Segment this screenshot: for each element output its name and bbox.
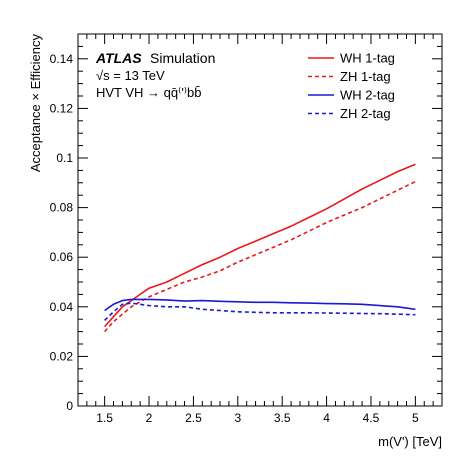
energy-label: √s = 13 TeV: [96, 68, 165, 83]
legend-label: ZH 1-tag: [340, 69, 391, 84]
legend-label: WH 1-tag: [340, 51, 395, 66]
x-axis-label: m(V') [TeV]: [378, 434, 442, 449]
x-tick-label: 1.5: [96, 411, 113, 425]
y-tick-label: 0.02: [50, 349, 74, 363]
legend-label: WH 2-tag: [340, 88, 395, 103]
y-tick-label: 0.06: [50, 250, 74, 264]
x-tick-label: 3.5: [274, 411, 291, 425]
y-tick-label: 0.08: [50, 201, 74, 215]
x-tick-label: 4.5: [363, 411, 380, 425]
y-axis-label: Acceptance × Efficiency: [28, 34, 43, 173]
legend: WH 1-tag ZH 1-tag WH 2-tag ZH 2-tag: [308, 51, 395, 121]
x-tick-label: 5: [412, 411, 419, 425]
simulation-label: Simulation: [150, 50, 215, 66]
y-tick-label: 0.12: [50, 101, 74, 115]
series-line-wh-2-tag: [104, 298, 416, 312]
series-line-wh-1-tag: [104, 163, 416, 328]
y-tick-label: 0.04: [50, 300, 74, 314]
y-axis-ticks: 0 0.02 0.04 0.06 0.08 0.1 0.12 0.14: [50, 33, 442, 413]
plot-lines: [104, 163, 416, 333]
series-line-zh-1-tag: [104, 180, 416, 333]
y-tick-label: 0.1: [56, 151, 73, 165]
atlas-label: ATLAS: [95, 50, 142, 66]
process-label: HVT VH → qq̄⁽'⁾bb̄: [96, 85, 201, 100]
x-axis-ticks: 1.5 2 2.5 3 3.5 4 4.5 5: [77, 34, 443, 425]
chart-annotations: ATLAS Simulation √s = 13 TeV HVT VH → qq…: [95, 50, 215, 100]
x-tick-label: 2.5: [185, 411, 202, 425]
y-tick-label: 0: [66, 399, 73, 413]
x-tick-label: 4: [323, 411, 330, 425]
y-tick-label: 0.14: [50, 52, 74, 66]
x-tick-label: 3: [234, 411, 241, 425]
series-line-zh-2-tag: [104, 302, 416, 321]
legend-label: ZH 2-tag: [340, 106, 391, 121]
x-tick-label: 2: [146, 411, 153, 425]
